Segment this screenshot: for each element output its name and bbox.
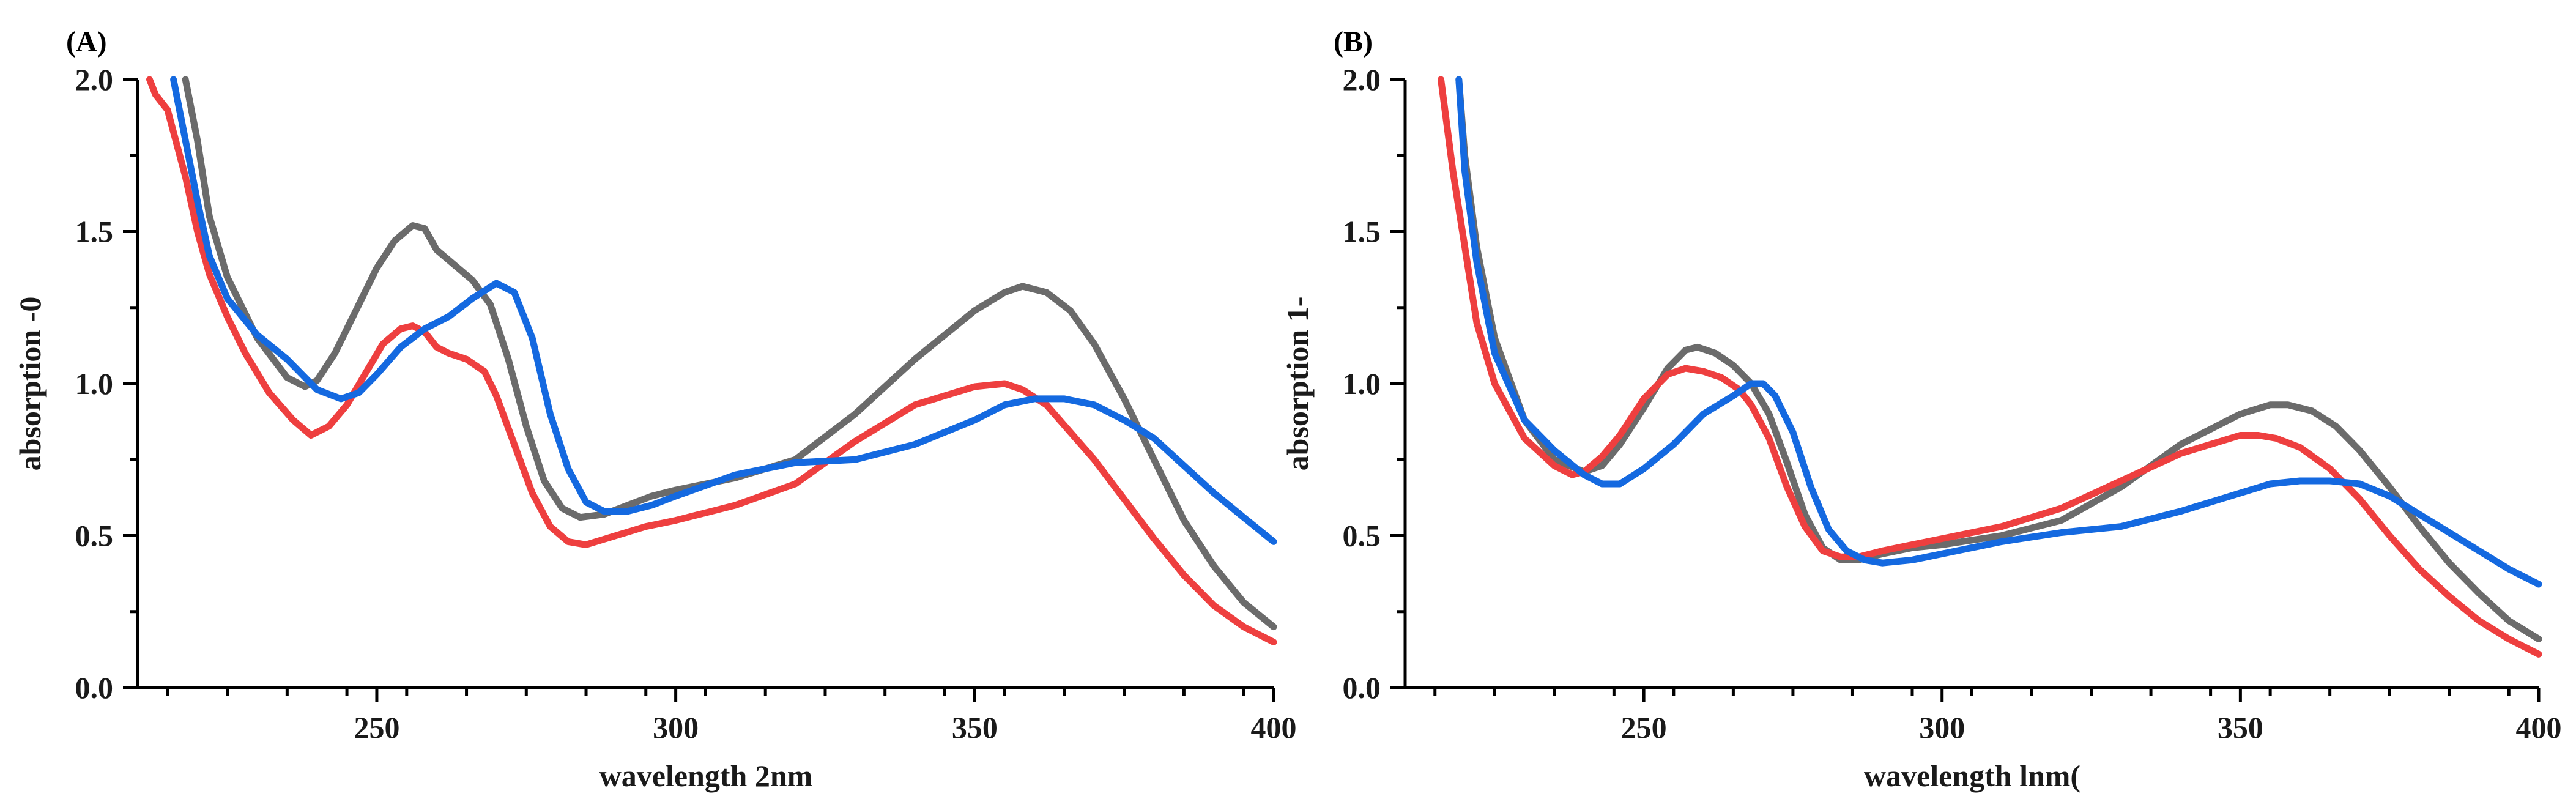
series-line-gray (1455, 76, 2542, 642)
y-tick-label: 1.5 (1343, 215, 1381, 249)
x-tick-label: 300 (653, 710, 699, 745)
y-tick-label: 2.0 (75, 62, 114, 97)
panel-b-series (1438, 76, 2542, 658)
series-line-red (1438, 76, 2542, 658)
panel-b: (B) 0.0 0.5 1.0 1.5 2.0 250 300 350 400 waveleng… (1280, 26, 2562, 793)
panel-b-label: (B) (1334, 26, 1373, 58)
panel-a: (A) 0.0 0.5 1.0 1.5 2.0 250 300 350 400 waveleng… (13, 26, 1297, 793)
panel-b-y-axis-title: absorption ​1- (1280, 297, 1315, 471)
y-tick-label: 0.5 (1343, 519, 1381, 553)
y-tick-label: 0.0 (75, 671, 114, 705)
panel-a-x-axis-title: wavelength ​2nm (599, 759, 813, 793)
series-line-gray (182, 76, 1277, 631)
series-line-blue (170, 76, 1277, 545)
x-tick-label: 350 (952, 710, 998, 745)
y-tick-label: 1.0 (1343, 366, 1381, 401)
panel-b-ticks: 0.0 0.5 1.0 1.5 2.0 250 300 350 400 (1343, 62, 2562, 745)
series-line-red (146, 76, 1277, 645)
x-tick-label: 250 (354, 710, 399, 745)
y-tick-label: 1.0 (75, 366, 114, 401)
panel-a-label: (A) (66, 26, 107, 58)
x-tick-label: 400 (2516, 710, 2562, 745)
panel-b-x-axis-title: wavelength ​lnm( (1864, 759, 2080, 793)
series-line-blue (1455, 76, 2542, 588)
y-tick-label: 1.5 (75, 215, 114, 249)
x-tick-label: 250 (1621, 710, 1667, 745)
panel-a-y-axis-title: absorption ​-0 (13, 297, 47, 471)
y-tick-label: 0.0 (1343, 671, 1381, 705)
x-tick-label: 300 (1919, 710, 1965, 745)
x-tick-label: 350 (2218, 710, 2263, 745)
y-tick-label: 0.5 (75, 519, 114, 553)
y-tick-label: 2.0 (1343, 62, 1381, 97)
panel-a-series (146, 76, 1277, 645)
panel-a-ticks: 0.0 0.5 1.0 1.5 2.0 250 300 350 400 (75, 62, 1297, 745)
x-tick-label: 400 (1251, 710, 1297, 745)
